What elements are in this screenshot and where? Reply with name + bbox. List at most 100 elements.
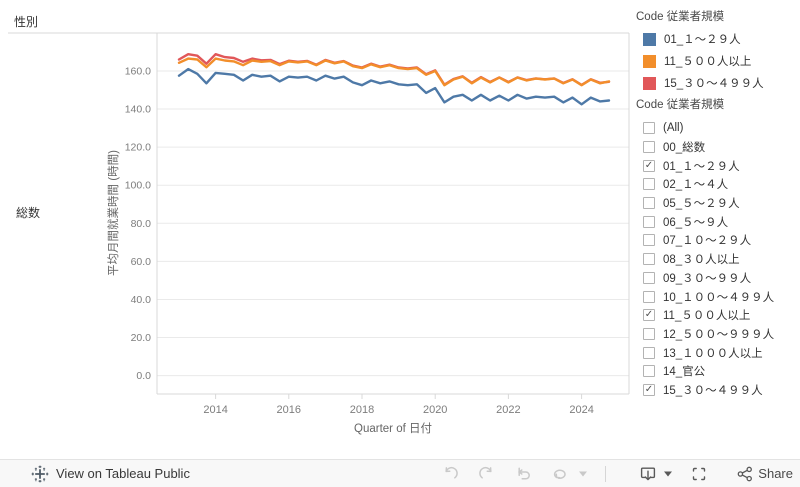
view-on-tableau-public-link[interactable]: View on Tableau Public <box>31 465 190 483</box>
filter-item-label: 12_５００～９９９人 <box>663 328 775 341</box>
undo-icon <box>445 466 459 479</box>
legend-swatch <box>643 54 656 68</box>
filter-item[interactable]: 14_官公 <box>636 362 800 381</box>
filter-item-label: 09_３０～９９人 <box>663 272 752 285</box>
filter-item[interactable]: 06_５～９人 <box>636 212 800 231</box>
svg-text:2020: 2020 <box>423 404 447 416</box>
filter-item[interactable]: ✓ 01_１～２９人 <box>636 156 800 175</box>
toolbar-actions: Share <box>441 465 793 483</box>
svg-text:2016: 2016 <box>277 404 301 416</box>
legend-swatch <box>643 32 656 46</box>
fullscreen-icon <box>693 467 706 480</box>
filter-item[interactable]: 10_１００～４９９人 <box>636 287 800 306</box>
svg-text:160.0: 160.0 <box>125 65 151 77</box>
view-on-tableau-public-label: View on Tableau Public <box>56 466 190 481</box>
filter-items: (All) 00_総数 ✓ 01_１～２９人 02_１～４人 05_５～２９人 06_５～９… <box>636 119 800 399</box>
svg-text:2018: 2018 <box>350 404 374 416</box>
filter-item-label: 07_１０～２９人 <box>663 235 752 248</box>
checkbox-unchecked[interactable] <box>643 122 655 135</box>
legend-item-label: 11_５００人以上 <box>664 56 752 68</box>
share-button[interactable] <box>736 465 754 483</box>
checkbox-unchecked[interactable] <box>643 178 655 191</box>
filter-item-label: 00_総数 <box>663 142 706 155</box>
legend-item-label: 15_３０～４９９人 <box>664 78 764 90</box>
filter-title: Code 従業者規模 <box>636 99 725 111</box>
caret-down-icon <box>664 471 673 476</box>
caret-down-icon <box>579 471 588 476</box>
checkbox-unchecked[interactable] <box>643 253 655 266</box>
svg-text:0.0: 0.0 <box>136 370 151 382</box>
svg-text:2024: 2024 <box>569 404 593 416</box>
download-button[interactable] <box>639 465 657 483</box>
filter-item-label: 01_１～２９人 <box>663 160 740 173</box>
filter-item[interactable]: 05_５～２９人 <box>636 194 800 213</box>
fullscreen-button[interactable] <box>690 465 708 483</box>
refresh-button[interactable] <box>551 465 569 483</box>
checkbox-unchecked[interactable] <box>643 141 655 154</box>
filter-item[interactable]: 07_１０～２９人 <box>636 231 800 250</box>
filter-item[interactable]: 12_５００～９９９人 <box>636 325 800 344</box>
download-menu-caret[interactable] <box>662 465 674 483</box>
checkbox-unchecked[interactable] <box>643 271 655 284</box>
svg-text:100.0: 100.0 <box>125 180 151 192</box>
legend-swatch <box>643 76 656 90</box>
column-header: 性別 <box>14 15 39 29</box>
filter-item[interactable]: 08_３０人以上 <box>636 250 800 269</box>
tableau-logo-icon <box>31 465 49 482</box>
filter-item[interactable]: 13_１０００人以上 <box>636 343 800 362</box>
svg-text:20.0: 20.0 <box>131 332 152 344</box>
filter-item[interactable]: ✓ 15_３０～４９９人 <box>636 381 800 400</box>
filter-item-label: 02_１～４人 <box>663 179 729 192</box>
legend-items: 01_１～２９人 11_５００人以上 15_３０～４９９人 <box>636 28 796 94</box>
legend-item[interactable]: 11_５００人以上 <box>636 50 796 72</box>
toolbar-divider <box>605 465 607 482</box>
svg-text:40.0: 40.0 <box>131 294 152 306</box>
checkbox-unchecked[interactable] <box>643 215 655 228</box>
legend-item[interactable]: 01_１～２９人 <box>636 28 796 50</box>
checkbox-unchecked[interactable] <box>643 327 655 340</box>
x-axis-title: Quarter of 日付 <box>354 423 432 435</box>
filter-item-label: 08_３０人以上 <box>663 254 740 267</box>
legend-title: Code 従業者規模 <box>636 11 725 23</box>
filter-item-label: 11_５００人以上 <box>663 310 751 323</box>
filter-item-label: 15_３０～４９９人 <box>663 384 763 397</box>
svg-text:60.0: 60.0 <box>131 256 152 268</box>
revert-button[interactable] <box>515 465 533 483</box>
revert-icon <box>518 466 531 480</box>
filter-item[interactable]: 02_１～４人 <box>636 175 800 194</box>
line-chart[interactable]: 0.0 20.0 40.0 60.0 80.0 100.0 120.0 140.0 160.0 2… <box>0 0 632 455</box>
checkbox-unchecked[interactable] <box>643 365 655 378</box>
svg-text:2014: 2014 <box>203 404 227 416</box>
bottom-toolbar: View on Tableau Public <box>0 459 800 487</box>
redo-button[interactable] <box>478 465 496 483</box>
share-label[interactable]: Share <box>758 466 793 481</box>
filter-item[interactable]: ✓ 11_５００人以上 <box>636 306 800 325</box>
filter-item[interactable]: 09_３０～９９人 <box>636 269 800 288</box>
checkbox-unchecked[interactable] <box>643 234 655 247</box>
download-icon <box>641 467 656 482</box>
checkbox-unchecked[interactable] <box>643 197 655 210</box>
filter-item-label: 13_１０００人以上 <box>663 347 763 360</box>
filter-panel: Code 従業者規模 (All) 00_総数 ✓ 01_１～２９人 02_１～４人 05_… <box>636 96 800 399</box>
svg-text:2022: 2022 <box>496 404 520 416</box>
legend-item[interactable]: 15_３０～４９９人 <box>636 72 796 94</box>
svg-text:80.0: 80.0 <box>131 218 152 230</box>
checkbox-checked[interactable]: ✓ <box>643 159 655 172</box>
undo-button[interactable] <box>441 465 459 483</box>
refresh-menu-caret[interactable] <box>577 465 589 483</box>
filter-item-label: 05_５～２９人 <box>663 198 740 211</box>
legend-item-label: 01_１～２９人 <box>664 34 741 46</box>
checkbox-unchecked[interactable] <box>643 290 655 303</box>
checkbox-checked[interactable]: ✓ <box>643 383 655 396</box>
filter-item[interactable]: 00_総数 <box>636 138 800 157</box>
row-header: 総数 <box>16 206 41 220</box>
refresh-icon <box>554 469 567 479</box>
filter-item-label: 14_官公 <box>663 366 706 379</box>
checkbox-unchecked[interactable] <box>643 346 655 359</box>
checkbox-checked[interactable]: ✓ <box>643 309 655 322</box>
filter-item-label: 06_５～９人 <box>663 216 729 229</box>
filter-item[interactable]: (All) <box>636 119 800 138</box>
y-axis-title: 平均月間就業時間 (時間) <box>108 150 120 276</box>
redo-icon <box>479 466 492 479</box>
